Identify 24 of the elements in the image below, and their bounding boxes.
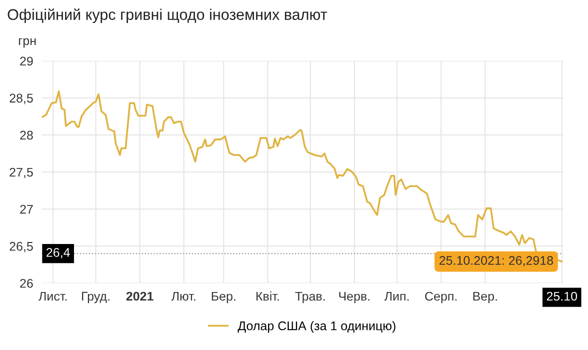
x-tick-label: Трав. <box>295 292 325 304</box>
ref-line-label: 26,4 <box>46 248 70 258</box>
y-tick-label: 28,5 <box>10 94 33 104</box>
x-tick-label: Серп. <box>425 292 457 304</box>
x-tick-label: 2021 <box>126 292 154 301</box>
x-tick-label: Вер. <box>473 292 497 304</box>
annotation: 25.10.2021: 26,2918 <box>440 256 554 266</box>
x-tick-label: Груд. <box>82 292 110 304</box>
y-tick-label: 26,5 <box>10 242 33 252</box>
legend-label: Долар США (за 1 одиницю) <box>238 321 396 333</box>
y-axis-title: грн <box>18 38 36 48</box>
x-tick-label: Лют. <box>171 292 196 301</box>
x-tick-label: Лист. <box>38 292 67 301</box>
x-tick-label: Бер. <box>212 292 236 304</box>
x-tick-label: Лип. <box>384 292 409 301</box>
y-tick-label: 29 <box>20 56 33 66</box>
x-tick-label: Квіт. <box>256 291 279 301</box>
x-tick-label: 25.10 <box>546 292 578 301</box>
chart-title: Офіційний курс гривні щодо іноземних валют <box>8 8 328 24</box>
y-tick-label: 28 <box>20 130 33 140</box>
y-tick-label: 27 <box>20 204 33 214</box>
x-tick-label: Черв. <box>339 292 370 304</box>
y-tick-label: 27,5 <box>10 168 33 178</box>
y-tick-label: 26 <box>20 278 33 288</box>
